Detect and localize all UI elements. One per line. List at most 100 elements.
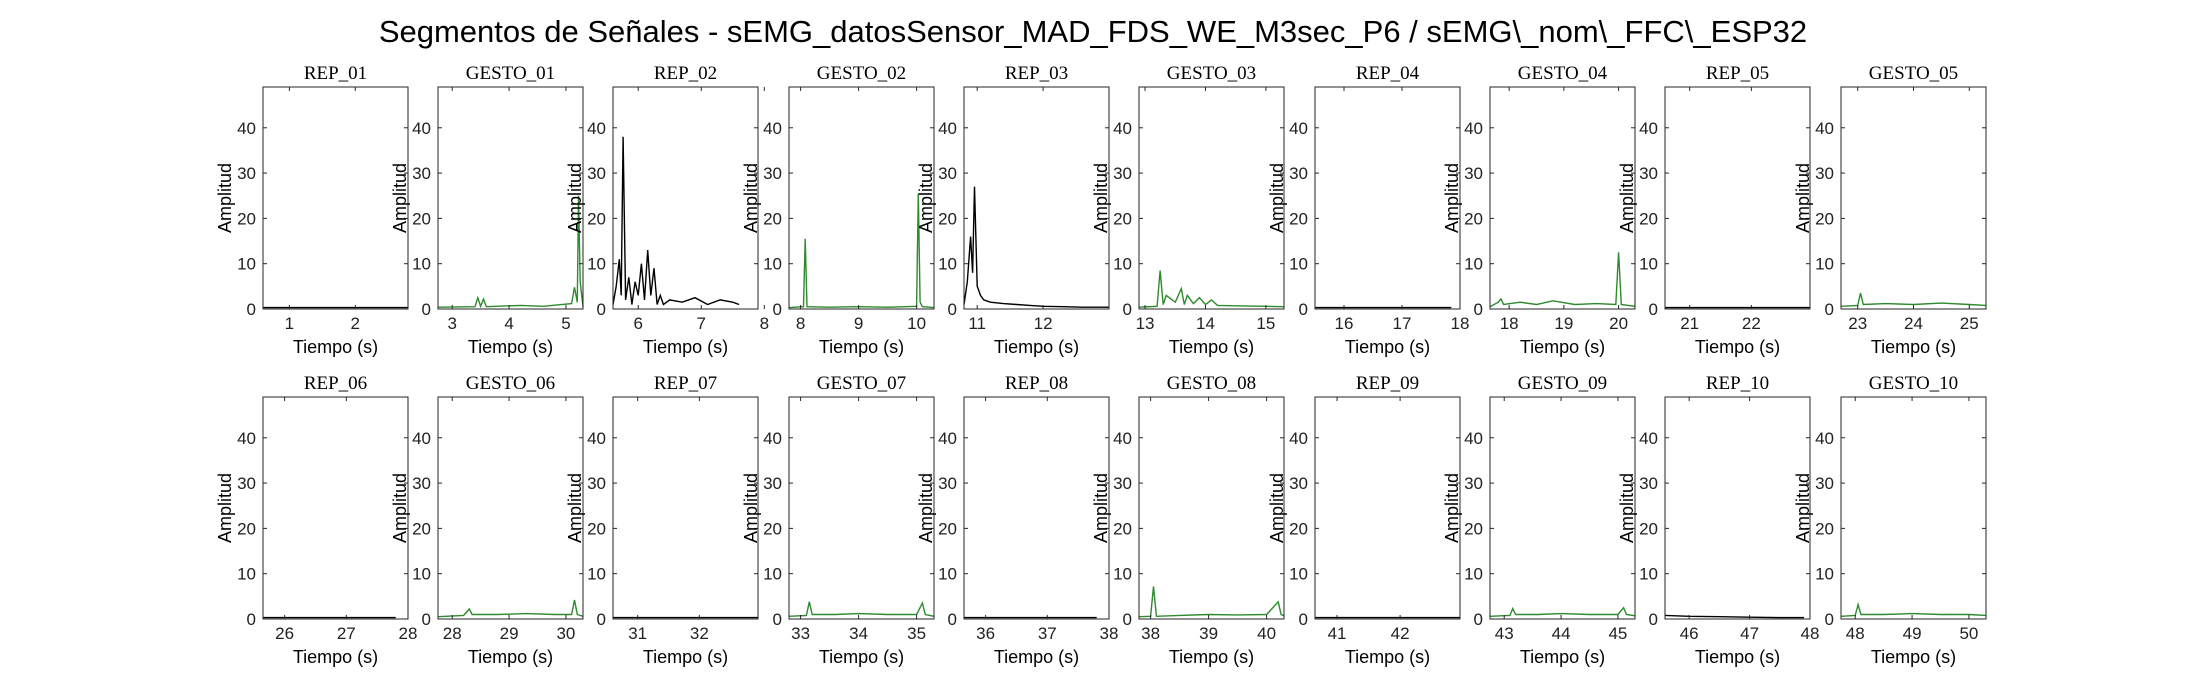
y-tick-label: 40 xyxy=(938,119,957,138)
y-tick-label: 30 xyxy=(1815,164,1834,183)
x-tick-label: 7 xyxy=(697,314,706,333)
y-tick-label: 10 xyxy=(412,255,431,274)
y-tick-label: 40 xyxy=(587,119,606,138)
y-tick-label: 20 xyxy=(587,209,606,228)
y-tick-label: 10 xyxy=(587,565,606,584)
x-tick-label: 49 xyxy=(1903,624,1922,643)
y-tick-label: 10 xyxy=(1815,255,1834,274)
y-tick-label: 40 xyxy=(1464,119,1483,138)
y-tick-label: 30 xyxy=(237,164,256,183)
axes-box xyxy=(437,396,584,620)
y-tick-label: 0 xyxy=(247,610,256,629)
subplot-gesto-01: GESTO_01 0 10 20 30 40 3 4 5 Tiempo (s) Amplitud xyxy=(390,63,584,357)
axes-box xyxy=(1489,86,1636,310)
y-axis-label: Amplitud xyxy=(565,163,585,233)
y-tick-label: 40 xyxy=(1113,429,1132,448)
y-tick-label: 40 xyxy=(237,119,256,138)
x-tick-label: 24 xyxy=(1904,314,1923,333)
y-tick-label: 30 xyxy=(1113,164,1132,183)
subplot-title: REP_08 xyxy=(1005,373,1068,394)
y-tick-label: 0 xyxy=(1825,610,1834,629)
y-tick-label: 0 xyxy=(1474,610,1483,629)
x-axis-label: Tiempo (s) xyxy=(1345,647,1430,667)
y-tick-label: 30 xyxy=(1464,164,1483,183)
y-tick-label: 20 xyxy=(412,209,431,228)
x-axis-label: Tiempo (s) xyxy=(293,647,378,667)
y-tick-label: 20 xyxy=(1815,519,1834,538)
y-tick-label: 0 xyxy=(597,610,606,629)
x-tick-label: 50 xyxy=(1959,624,1978,643)
x-tick-label: 37 xyxy=(1038,624,1057,643)
signal-line xyxy=(1489,252,1636,308)
y-tick-label: 0 xyxy=(1474,300,1483,319)
subplot-rep-02: REP_02 0 10 20 30 40 6 7 8 Tiempo (s) Amplitud xyxy=(565,63,769,357)
x-axis-label: Tiempo (s) xyxy=(1169,647,1254,667)
y-tick-label: 30 xyxy=(763,164,782,183)
y-axis-label: Amplitud xyxy=(741,473,761,543)
axes-box xyxy=(1314,86,1461,310)
y-tick-label: 20 xyxy=(938,209,957,228)
y-tick-label: 30 xyxy=(1639,474,1658,493)
y-tick-label: 20 xyxy=(1639,209,1658,228)
x-tick-label: 21 xyxy=(1680,314,1699,333)
y-tick-label: 0 xyxy=(1649,300,1658,319)
subplot-title: GESTO_10 xyxy=(1869,373,1958,394)
x-axis-label: Tiempo (s) xyxy=(1871,337,1956,357)
x-tick-label: 22 xyxy=(1742,314,1761,333)
y-tick-label: 10 xyxy=(1464,255,1483,274)
x-tick-label: 13 xyxy=(1136,314,1155,333)
x-tick-label: 6 xyxy=(633,314,642,333)
y-tick-label: 10 xyxy=(1113,255,1132,274)
y-axis-label: Amplitud xyxy=(1267,163,1287,233)
x-axis-label: Tiempo (s) xyxy=(819,337,904,357)
y-tick-label: 0 xyxy=(773,300,782,319)
y-tick-label: 10 xyxy=(1815,565,1834,584)
x-tick-label: 26 xyxy=(275,624,294,643)
signal-line xyxy=(1489,606,1636,617)
x-tick-label: 36 xyxy=(976,624,995,643)
x-tick-label: 23 xyxy=(1848,314,1867,333)
x-tick-label: 14 xyxy=(1196,314,1215,333)
signal-line xyxy=(1840,292,1987,307)
y-tick-label: 30 xyxy=(1113,474,1132,493)
x-tick-label: 5 xyxy=(561,314,570,333)
axes-box xyxy=(1664,86,1811,310)
x-tick-label: 1 xyxy=(285,314,294,333)
x-tick-label: 46 xyxy=(1680,624,1699,643)
x-tick-label: 20 xyxy=(1609,314,1628,333)
y-tick-label: 30 xyxy=(1639,164,1658,183)
x-axis-label: Tiempo (s) xyxy=(1520,337,1605,357)
x-tick-label: 31 xyxy=(628,624,647,643)
x-axis-label: Tiempo (s) xyxy=(293,337,378,357)
y-tick-label: 20 xyxy=(763,519,782,538)
y-tick-label: 20 xyxy=(587,519,606,538)
axes-box xyxy=(788,396,935,620)
axes-box xyxy=(262,86,409,310)
x-tick-label: 2 xyxy=(351,314,360,333)
x-tick-label: 8 xyxy=(796,314,805,333)
x-tick-label: 28 xyxy=(399,624,418,643)
subplot-title: REP_06 xyxy=(304,373,367,394)
x-axis-label: Tiempo (s) xyxy=(643,337,728,357)
signal-line xyxy=(437,195,584,309)
axes-box xyxy=(963,86,1110,310)
x-tick-label: 39 xyxy=(1199,624,1218,643)
x-axis-label: Tiempo (s) xyxy=(1695,337,1780,357)
subplot-title: GESTO_05 xyxy=(1869,63,1958,84)
subplot-title: REP_01 xyxy=(304,63,367,84)
y-tick-label: 30 xyxy=(412,474,431,493)
x-tick-label: 48 xyxy=(1846,624,1865,643)
y-tick-label: 30 xyxy=(763,474,782,493)
x-tick-label: 47 xyxy=(1740,624,1759,643)
x-tick-label: 27 xyxy=(337,624,356,643)
axes-box xyxy=(262,396,409,620)
signal-line xyxy=(1664,614,1804,619)
y-tick-label: 20 xyxy=(412,519,431,538)
subplot-title: REP_03 xyxy=(1005,63,1068,84)
x-tick-label: 9 xyxy=(854,314,863,333)
y-tick-label: 0 xyxy=(1299,300,1308,319)
